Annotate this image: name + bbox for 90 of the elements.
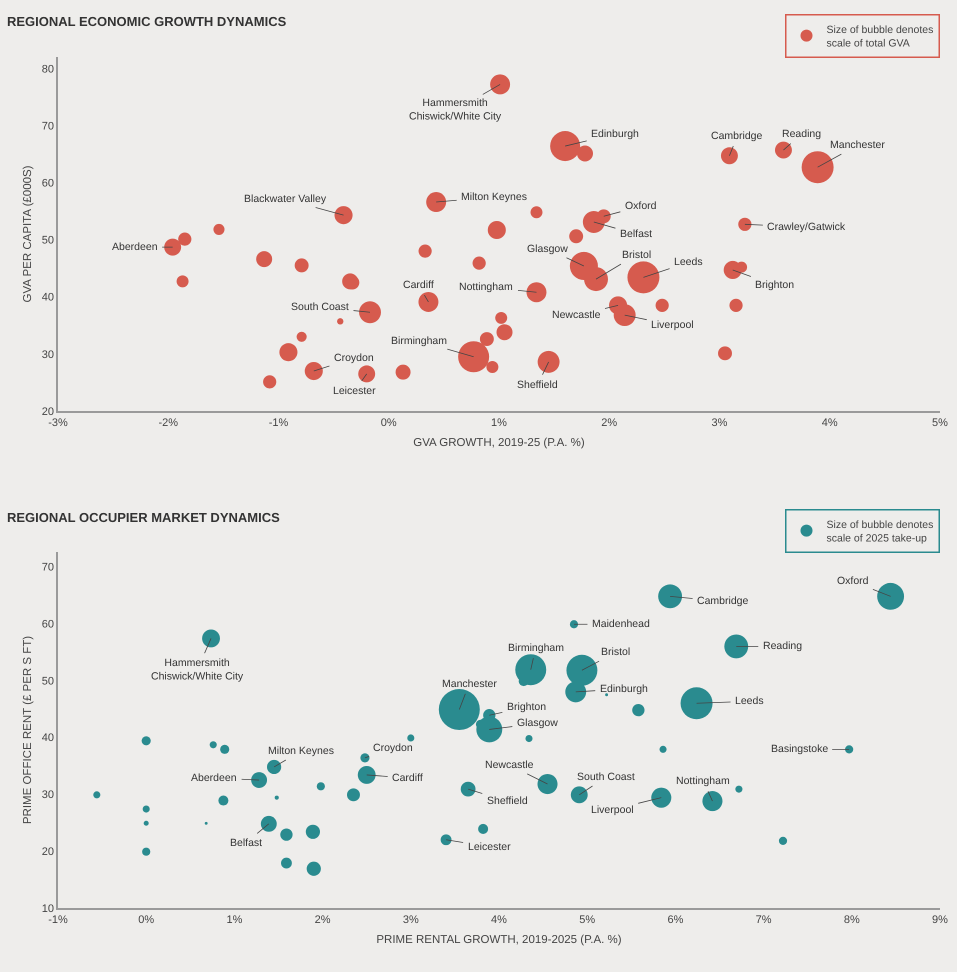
y-tick-label: 60 [42,618,54,630]
annotation: Hammersmith Chiswick/White City [409,97,502,123]
x-tick-label: 4% [822,416,838,429]
annotation: Aberdeen [112,241,158,253]
annotation: Leeds [735,695,764,707]
chart-title: REGIONAL OCCUPIER MARKET DYNAMICS [7,510,280,525]
x-tick-label: 1% [491,416,508,429]
x-tick-label: 5% [579,914,596,926]
x-tick-label: 8% [844,914,860,926]
x-axis-title: GVA GROWTH, 2019-25 (P.A. %) [413,437,585,449]
x-tick-label: 5% [932,416,948,429]
x-tick-label: 6% [667,914,684,926]
annotation: Manchester [442,678,498,690]
annotation: Leicester [333,385,376,397]
annotation: Oxford [625,200,657,212]
x-tick-label: 7% [756,914,772,926]
annotation: Basingstoke [771,743,828,755]
annotation: Hammersmith Chiswick/White City [151,657,244,683]
annotation: Birmingham [391,335,448,347]
annotation: Nottingham [459,281,513,293]
x-tick-label: 2% [314,914,331,926]
x-tick-label: -2% [158,416,178,429]
annotation: Reading [763,640,802,652]
annotation: Liverpool [591,804,634,816]
y-tick-label: 40 [42,732,54,744]
annotation: Aberdeen [191,772,237,784]
x-tick-label: 2% [601,416,618,429]
annotation: South Coast [291,301,349,313]
x-tick-label: -3% [48,416,68,429]
annotation: Reading [782,128,822,140]
annotation: Nottingham [676,775,730,787]
x-tick-label: -1% [48,914,68,926]
x-tick-label: 1% [226,914,243,926]
y-tick-label: 20 [42,406,54,418]
x-tick-label: 9% [932,914,948,926]
annotation: Milton Keynes [268,745,334,757]
y-tick-label: 50 [42,675,54,688]
y-tick-label: 30 [42,348,54,361]
annotation: Glasgow [527,243,568,255]
y-tick-label: 40 [42,292,54,304]
y-tick-label: 70 [42,562,54,574]
annotation: Sheffield [517,379,558,391]
annotation: Manchester [830,139,886,151]
annotation: Cambridge [697,595,749,607]
x-tick-label: 3% [712,416,728,429]
y-tick-label: 70 [42,120,54,132]
annotation: Glasgow [517,717,558,729]
annotation: Cambridge [711,130,763,142]
annotation: Leeds [674,256,703,268]
annotation: Bristol [622,249,652,261]
annotation: Crawley/Gatwick [767,221,846,233]
y-tick-label: 30 [42,789,54,802]
annotation: Cardiff [392,772,423,784]
y-tick-label: 50 [42,234,54,247]
x-tick-label: -1% [268,416,288,429]
y-tick-label: 20 [42,846,54,858]
annotation: Cardiff [403,279,434,291]
y-tick-label: 80 [42,63,54,76]
annotation: Newcastle [552,309,601,321]
x-axis-title: PRIME RENTAL GROWTH, 2019-2025 (P.A. %) [376,934,622,946]
x-tick-label: 0% [138,914,154,926]
annotation: Croydon [373,742,413,754]
x-tick-label: 3% [402,914,419,926]
annotation: Blackwater Valley [244,193,327,205]
annotation: Croydon [334,352,374,364]
annotation: Brighton [507,701,546,713]
x-tick-label: 4% [491,914,508,926]
annotation: Liverpool [651,319,694,331]
annotation: Newcastle [485,759,534,771]
annotation: Belfast [620,228,652,240]
annotation: Bristol [601,646,630,658]
x-tick-label: 0% [380,416,397,429]
y-tick-label: 10 [42,902,54,915]
y-axis-title: PRIME OFFICE RENT (£ PER S FT) [22,636,34,824]
annotation: Sheffield [487,795,528,807]
annotation: Edinburgh [591,128,640,140]
legend-label: Size of bubble denotes scale of 2025 take-up [826,518,934,545]
legend-label: Size of bubble denotes scale of total GVA [826,24,934,50]
annotation: Belfast [230,837,262,849]
annotation: Oxford [837,575,869,587]
chart-title: REGIONAL ECONOMIC GROWTH DYNAMICS [7,14,287,29]
annotation: Edinburgh [600,683,648,695]
y-axis-title: GVA PER CAPITA (£000S) [22,165,34,302]
annotation: Maidenhead [592,618,650,630]
annotation: Brighton [755,279,794,291]
annotation: Milton Keynes [461,191,527,203]
annotation: Birmingham [508,642,564,654]
annotation: South Coast [577,771,635,783]
y-tick-label: 60 [42,177,54,190]
annotation: Leicester [468,841,512,853]
